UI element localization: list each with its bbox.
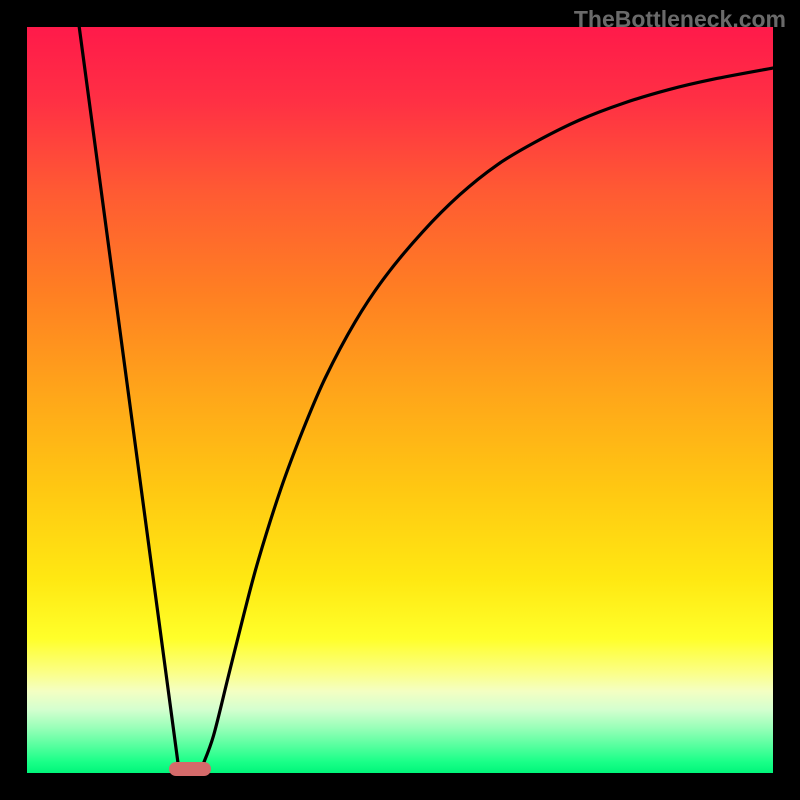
series-left-line <box>79 27 178 766</box>
plot-area <box>27 27 773 773</box>
series-right-curve <box>202 68 773 766</box>
curve-overlay <box>27 27 773 773</box>
chart-root: { "meta": { "watermark_text": "TheBottle… <box>0 0 800 800</box>
watermark-text: TheBottleneck.com <box>574 6 786 33</box>
bottleneck-marker <box>169 762 211 776</box>
